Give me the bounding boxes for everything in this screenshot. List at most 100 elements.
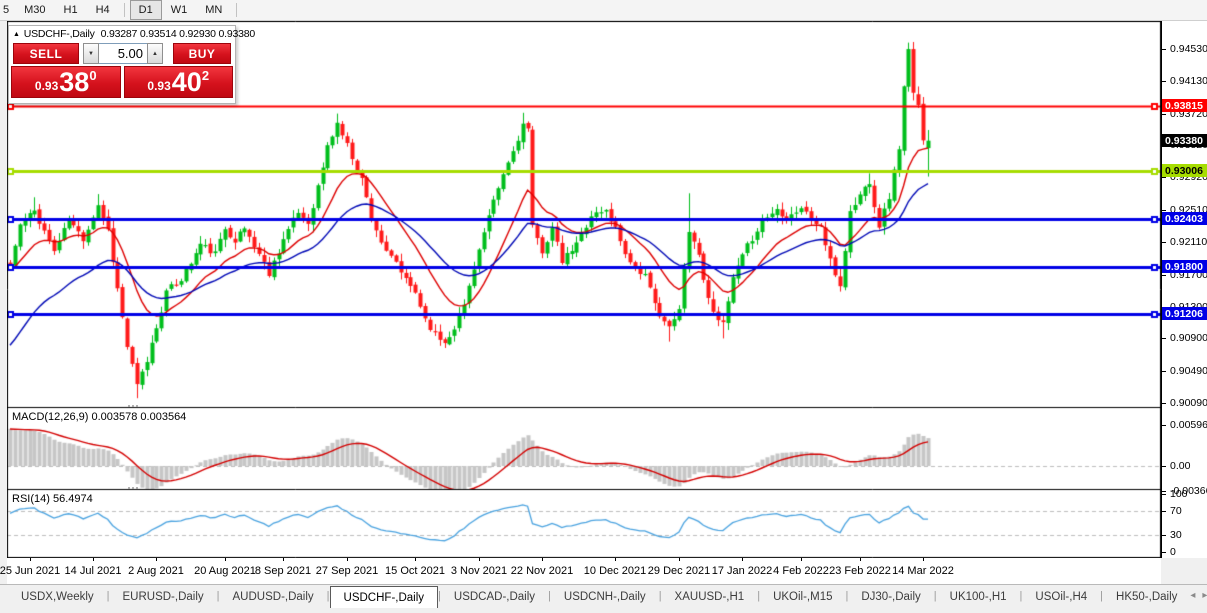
date-label: 23 Feb 2022 — [829, 565, 891, 577]
timeframe-button-d1[interactable]: D1 — [129, 0, 162, 20]
chart-tab-usdcad-daily[interactable]: USDCAD-,Daily — [453, 591, 536, 603]
date-label: 17 Jan 2022 — [711, 565, 773, 577]
buy-button[interactable]: BUY — [173, 43, 231, 64]
axis-tick-dash — [1162, 403, 1166, 404]
axis-tick-dash — [1162, 491, 1166, 492]
price-tick-label: 0.90490 — [1170, 365, 1207, 377]
sell-price-big: 38 — [59, 67, 90, 97]
timeframe-button-h4[interactable]: H4 — [95, 4, 110, 16]
axis-tick-dash — [1162, 177, 1166, 178]
pane-resize-grip[interactable] — [128, 405, 144, 408]
buy-price-big: 40 — [171, 67, 202, 97]
macd-axis-label: -0.003664 — [1170, 485, 1207, 497]
tab-separator: | — [1019, 590, 1023, 602]
axis-tick-dash — [1162, 275, 1166, 276]
date-label: 27 Sep 2021 — [315, 565, 379, 577]
date-tick — [283, 558, 284, 561]
date-tick — [347, 558, 348, 561]
date-label: 8 Sep 2021 — [254, 565, 312, 577]
macd-axis-label: 0.00 — [1170, 460, 1191, 472]
timeframe-button-5[interactable]: 5 — [3, 4, 10, 16]
price-tick-label: 0.94530 — [1170, 43, 1207, 55]
chart-title: USDCHF-,Daily — [23, 28, 95, 40]
price-level-label: 0.93006 — [1162, 164, 1207, 177]
date-axis[interactable]: 25 Jun 2021 14 Jul 2021 2 Aug 2021 20 Aug 2… — [0, 558, 1161, 584]
chart-tab-eurusd-daily[interactable]: EURUSD-,Daily — [122, 591, 204, 603]
chart-canvas[interactable] — [7, 21, 1161, 558]
chart-tab-usdchf-daily[interactable]: USDCHF-,Daily — [329, 586, 439, 608]
tab-scroll-right-icon[interactable]: ▸ — [1202, 590, 1207, 601]
chart-tab-audusd-daily[interactable]: AUDUSD-,Daily — [232, 591, 314, 603]
sell-price-prefix: 0.93 — [34, 79, 59, 93]
timeframe-button-mn[interactable]: MN — [205, 4, 223, 16]
date-tick — [30, 558, 31, 561]
axis-tick-dash — [1162, 552, 1166, 553]
volume-down-button[interactable]: ▼ — [83, 43, 99, 64]
date-label: 20 Aug 2021 — [194, 565, 256, 577]
chart-tab-usdcnh-daily[interactable]: USDCNH-,Daily — [563, 591, 646, 603]
tab-scroll-left-icon[interactable]: ◂ — [1190, 590, 1196, 601]
date-label: 25 Jun 2021 — [0, 565, 61, 577]
axis-tick-dash — [1162, 425, 1166, 426]
timeframe-toolbar: 5 M30 H1 H4 D1 W1 MN — [0, 0, 1207, 21]
axis-tick-dash — [1162, 338, 1166, 339]
chart-tab-hk50-daily[interactable]: HK50-,Daily — [1116, 591, 1178, 603]
date-tick — [923, 558, 924, 561]
date-tick — [860, 558, 861, 561]
rsi-value: 56.4974 — [52, 493, 93, 505]
chart-tab-uk100-h1[interactable]: UK100-,H1 — [949, 591, 1007, 603]
axis-tick-dash — [1162, 535, 1166, 536]
pane-resize-grip[interactable] — [128, 487, 144, 490]
tab-separator: | — [106, 590, 110, 602]
buy-price-button[interactable]: 0.93 40 2 — [123, 66, 233, 98]
chart-tab-xauusd-h1[interactable]: XAUUSD-,H1 — [674, 591, 745, 603]
tab-separator: | — [216, 590, 220, 602]
price-axis[interactable]: 0.945300.941300.937200.933200.929200.925… — [1161, 21, 1207, 558]
axis-tick-dash — [1162, 371, 1166, 372]
volume-input[interactable]: 5.00 — [99, 43, 147, 64]
volume-up-button[interactable]: ▲ — [147, 43, 163, 64]
rsi-name: RSI(14) — [12, 493, 50, 505]
price-level-label: 0.91206 — [1162, 307, 1207, 320]
tab-separator: | — [845, 590, 849, 602]
sell-price-sup: 0 — [89, 68, 97, 83]
axis-tick-dash — [1162, 210, 1166, 211]
sell-price-button[interactable]: 0.93 38 0 — [11, 66, 121, 98]
toolbar-divider — [123, 3, 125, 17]
price-tick-label: 0.94130 — [1170, 75, 1207, 87]
date-label: 14 Mar 2022 — [892, 565, 954, 577]
one-click-trade-panel: ▲ USDCHF-,Daily 0.93287 0.93514 0.92930 … — [8, 25, 255, 104]
chart-tab-usdx-weekly[interactable]: USDX,Weekly — [21, 591, 94, 603]
price-level-label: 0.92403 — [1162, 212, 1207, 225]
chart-ohlc: 0.93287 0.93514 0.92930 0.93380 — [100, 28, 256, 40]
date-label: 4 Feb 2022 — [773, 565, 829, 577]
date-label: 15 Oct 2021 — [385, 565, 445, 577]
axis-tick-dash — [1162, 494, 1166, 495]
toolbar-divider — [236, 3, 238, 17]
tab-separator: | — [326, 590, 330, 602]
axis-tick-dash — [1162, 49, 1166, 50]
axis-tick-dash — [1162, 242, 1166, 243]
timeframe-button-h1[interactable]: H1 — [63, 4, 78, 16]
sell-button[interactable]: SELL — [13, 43, 79, 64]
price-tick-label: 0.92110 — [1170, 236, 1207, 248]
price-level-label: 0.93380 — [1162, 134, 1207, 147]
chart-tab-ukoil-m15[interactable]: UKOil-,M15 — [773, 591, 833, 603]
rsi-axis-label: 70 — [1170, 505, 1182, 517]
chart-tab-usoil-h4[interactable]: USOil-,H4 — [1035, 591, 1088, 603]
timeframe-button-w1[interactable]: W1 — [170, 4, 188, 16]
axis-tick-dash — [1162, 466, 1166, 467]
price-tick-label: 0.90900 — [1170, 332, 1207, 344]
rsi-label: RSI(14) 56.4974 — [12, 493, 93, 505]
collapse-icon[interactable]: ▲ — [13, 30, 20, 38]
chart-tab-bar: USDX,Weekly | EURUSD-,Daily | AUDUSD-,Daily |… — [0, 584, 1207, 613]
date-tick — [742, 558, 743, 561]
timeframe-button-m30[interactable]: M30 — [24, 4, 46, 16]
price-level-label: 0.91800 — [1162, 260, 1207, 273]
rsi-axis-label: 100 — [1170, 488, 1188, 500]
date-label: 14 Jul 2021 — [64, 565, 122, 577]
tab-separator: | — [757, 590, 761, 602]
macd-label: MACD(12,26,9) 0.003578 0.003564 — [12, 411, 186, 423]
chart-tab-dj30-daily[interactable]: DJ30-,Daily — [861, 591, 921, 603]
date-tick — [156, 558, 157, 561]
